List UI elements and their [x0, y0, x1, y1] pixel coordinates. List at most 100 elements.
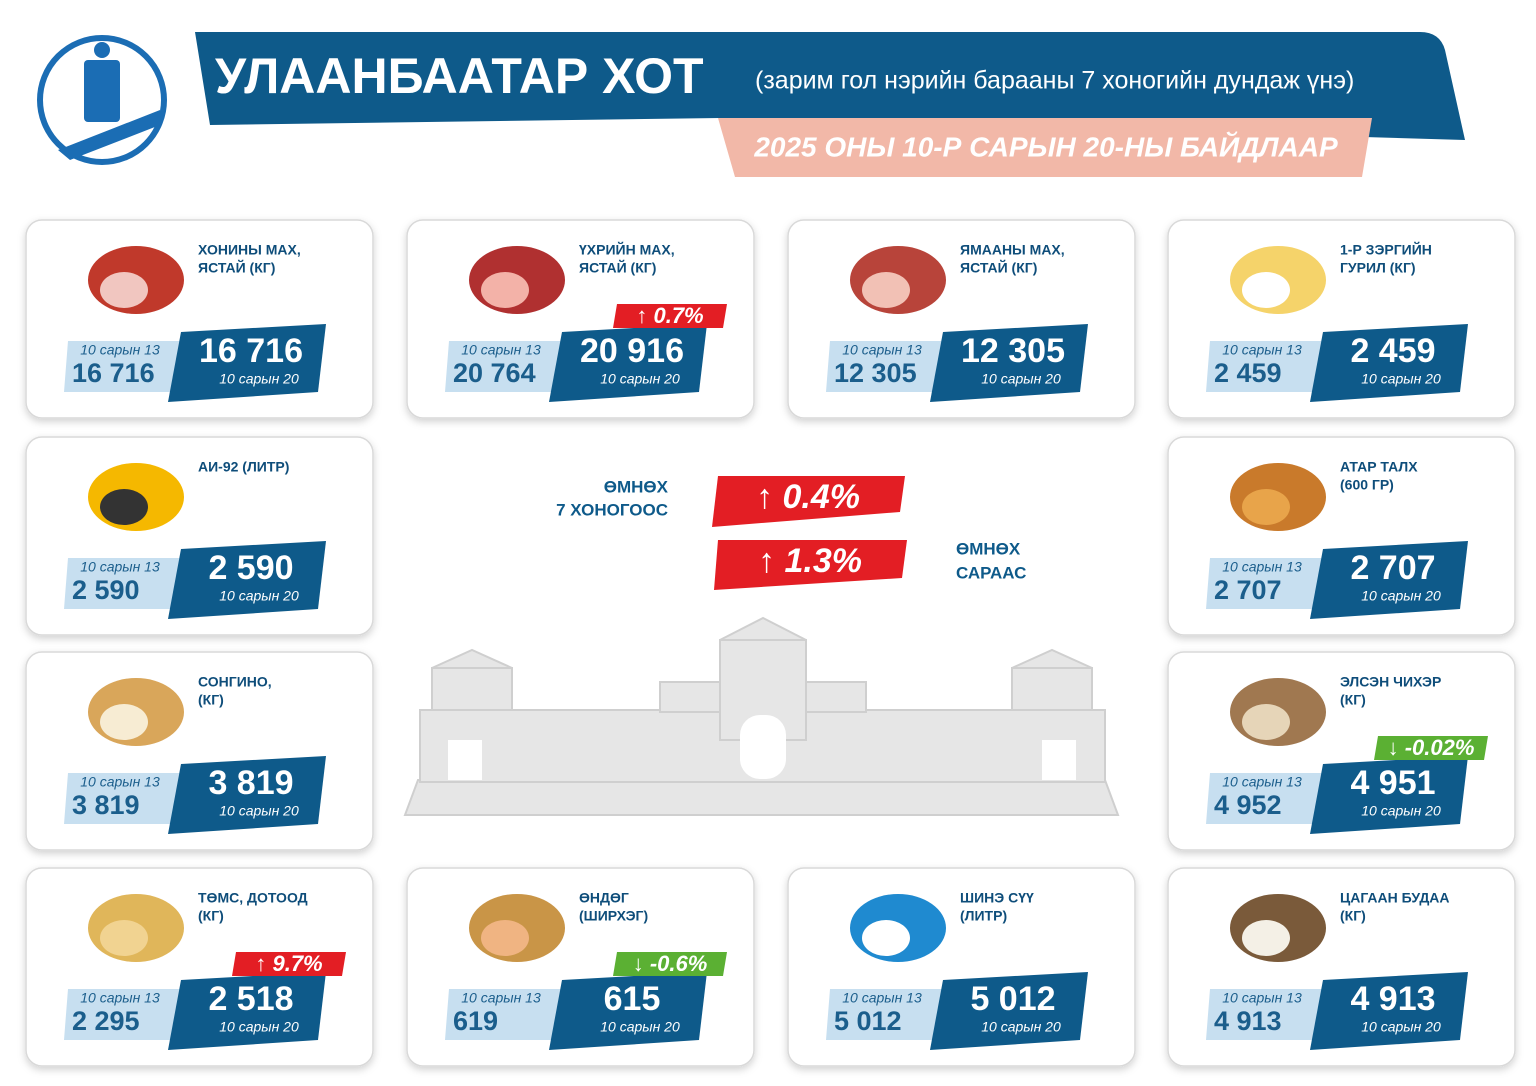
current-box: [168, 324, 326, 402]
prev-box: [826, 341, 963, 392]
change-value: ↓ -0.02%: [1388, 735, 1475, 760]
weekly-change: ↑ 0.4%: [756, 478, 860, 516]
item-name: ЯСТАЙ (КГ): [960, 259, 1037, 276]
prev-box: [64, 773, 201, 824]
prev-box: [826, 989, 963, 1040]
current-date: 10 сарын 20: [600, 1019, 680, 1035]
change-badge: [1374, 736, 1488, 760]
prev-date: 10 сарын 13: [1222, 559, 1302, 575]
current-date: 10 сарын 20: [981, 371, 1061, 387]
weekly-label: 7 ХОНОГООС: [556, 500, 668, 519]
item-icon: [1242, 920, 1290, 956]
prev-date: 10 сарын 13: [1222, 990, 1302, 1006]
prev-date: 10 сарын 13: [1222, 342, 1302, 358]
item-name: АТАР ТАЛХ: [1340, 459, 1418, 475]
prev-date: 10 сарын 13: [80, 342, 160, 358]
title: УЛААНБААТАР ХОТ: [215, 48, 704, 104]
prev-box: [64, 989, 201, 1040]
item-name: СОНГИНО,: [198, 674, 272, 690]
current-date: 10 сарын 20: [219, 1019, 299, 1035]
prev-value: 12 305: [834, 358, 917, 388]
prev-box: [1206, 341, 1343, 392]
prev-box: [1206, 773, 1343, 824]
current-value: 2 590: [208, 549, 293, 587]
item-name: ГУРИЛ (КГ): [1340, 260, 1416, 276]
prev-value: 2 707: [1214, 575, 1282, 605]
current-date: 10 сарын 20: [600, 371, 680, 387]
item-icon: [100, 489, 148, 525]
monthly-badge: [714, 540, 907, 590]
current-date: 10 сарын 20: [1361, 1019, 1441, 1035]
item-icon: [1242, 704, 1290, 740]
item-icon: [100, 704, 148, 740]
item-icon: [100, 920, 148, 956]
prev-date: 10 сарын 13: [842, 990, 922, 1006]
item-name: ЭЛСЭН ЧИХЭР: [1340, 674, 1441, 690]
item-icon: [481, 920, 529, 956]
current-value: 2 518: [208, 980, 293, 1018]
prev-box: [445, 341, 582, 392]
current-value: 20 916: [580, 332, 684, 370]
prev-value: 2 590: [72, 575, 140, 605]
weekly-label: ӨМНӨХ: [604, 477, 669, 496]
prev-date: 10 сарын 13: [80, 990, 160, 1006]
item-name: ТӨМС, ДОТООД: [198, 890, 308, 906]
item-name: ЦАГААН БУДАА: [1340, 890, 1450, 906]
prev-value: 3 819: [72, 790, 140, 820]
current-date: 10 сарын 20: [1361, 803, 1441, 819]
current-value: 4 951: [1350, 764, 1435, 802]
current-date: 10 сарын 20: [219, 803, 299, 819]
change-value: ↑ 0.7%: [636, 303, 703, 328]
building-windows: [448, 715, 1076, 780]
change-value: ↓ -0.6%: [633, 951, 708, 976]
current-date: 10 сарын 20: [981, 1019, 1061, 1035]
current-box: [930, 324, 1088, 402]
header-banner: [195, 32, 1465, 140]
item-name: ҮХРИЙН МАХ,: [579, 241, 675, 258]
date: 2025 ОНЫ 10-Р САРЫН 20-НЫ БАЙДЛААР: [753, 130, 1338, 162]
current-value: 615: [604, 980, 661, 1018]
current-box: [549, 972, 707, 1050]
prev-date: 10 сарын 13: [461, 990, 541, 1006]
change-badge: [613, 952, 727, 976]
change-badge: [613, 304, 727, 328]
item-name: ХОНИНЫ МАХ,: [198, 242, 301, 258]
current-date: 10 сарын 20: [1361, 588, 1441, 604]
current-box: [168, 541, 326, 619]
prev-date: 10 сарын 13: [80, 559, 160, 575]
current-value: 16 716: [199, 332, 303, 370]
item-name: ЯСТАЙ (КГ): [198, 259, 275, 276]
current-date: 10 сарын 20: [219, 371, 299, 387]
prev-value: 20 764: [453, 358, 536, 388]
weekly-badge: [712, 476, 905, 527]
item-icon: [481, 272, 529, 308]
current-value: 2 459: [1350, 332, 1435, 370]
change-value: ↑ 9.7%: [255, 951, 322, 976]
current-value: 4 913: [1350, 980, 1435, 1018]
subtitle: (зарим гол нэрийн барааны 7 хоногийн дун…: [755, 67, 1354, 95]
prev-date: 10 сарын 13: [1222, 774, 1302, 790]
prev-date: 10 сарын 13: [842, 342, 922, 358]
current-box: [1310, 972, 1468, 1050]
current-box: [1310, 324, 1468, 402]
prev-box: [64, 558, 201, 609]
prev-box: [1206, 558, 1343, 609]
prev-date: 10 сарын 13: [461, 342, 541, 358]
item-name: (КГ): [198, 908, 224, 924]
current-box: [1310, 541, 1468, 619]
current-value: 12 305: [961, 332, 1065, 370]
item-name: (КГ): [1340, 692, 1366, 708]
price-card: ТӨМС, ДОТООД (КГ) 10 сарын 132 295 2 51810 …: [25, 867, 374, 1067]
item-name: (КГ): [1340, 908, 1366, 924]
current-date: 10 сарын 20: [219, 588, 299, 604]
item-icon: [1242, 272, 1290, 308]
logo: [37, 35, 167, 165]
prev-value: 2 295: [72, 1006, 140, 1036]
prev-value: 4 952: [1214, 790, 1282, 820]
item-name: ЯМААНЫ МАХ,: [960, 242, 1065, 258]
item-name: (ЛИТР): [960, 908, 1007, 924]
